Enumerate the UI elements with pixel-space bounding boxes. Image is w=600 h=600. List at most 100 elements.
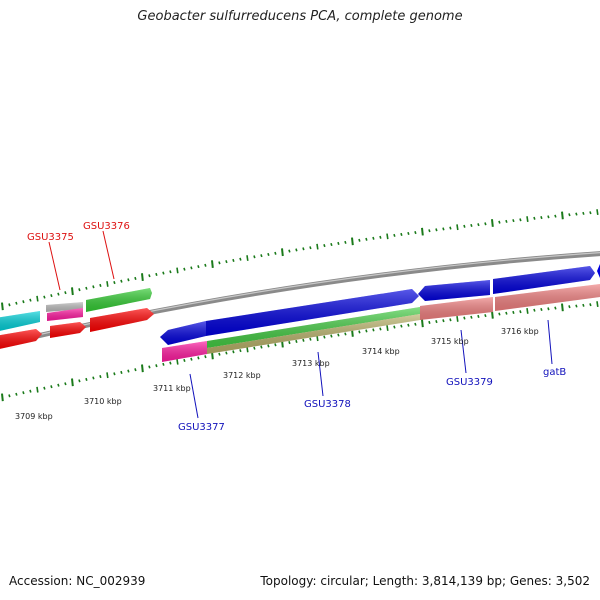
tick-mark <box>540 307 543 312</box>
tick-mark <box>148 274 151 278</box>
tick-mark <box>435 228 438 232</box>
gene-label-gsu3375[interactable]: GSU3375 <box>27 232 74 243</box>
tick-mark <box>491 310 494 319</box>
tick-mark <box>36 386 39 393</box>
tick-mark <box>323 244 326 248</box>
tick-mark <box>106 281 109 287</box>
tick-mark <box>323 335 326 339</box>
tick-mark <box>400 324 403 328</box>
tick-mark <box>330 334 333 338</box>
tick-mark <box>407 323 410 327</box>
gene-label-gatb[interactable]: gatB <box>543 367 566 378</box>
gene-gsu3376[interactable] <box>86 288 152 312</box>
gene-label-gsu3377[interactable]: GSU3377 <box>178 422 225 433</box>
tick-mark <box>414 231 417 235</box>
tick-mark <box>442 227 445 231</box>
tick-mark <box>8 394 11 398</box>
tick-mark <box>190 266 193 270</box>
tick-mark <box>197 356 200 360</box>
tick-mark <box>246 255 249 261</box>
tick-mark <box>484 222 487 226</box>
tick-mark <box>575 304 578 308</box>
tick-mark <box>449 226 452 230</box>
gene-label-gsu3376[interactable]: GSU3376 <box>83 221 130 232</box>
tick-mark <box>421 227 424 236</box>
tick-mark <box>127 278 130 282</box>
tick-mark <box>113 372 116 376</box>
gene-gsu3379[interactable] <box>420 297 493 320</box>
tick-mark <box>43 295 46 299</box>
gene-gsu3377[interactable] <box>162 341 207 362</box>
tick-mark <box>512 310 515 315</box>
tick-mark <box>589 211 592 215</box>
gene-gatb[interactable] <box>495 284 600 311</box>
gene-label-gsu3378[interactable]: GSU3378 <box>304 399 351 410</box>
tick-mark <box>351 237 354 246</box>
leader-gatb <box>547 319 553 365</box>
gene-label-gsu3379[interactable]: GSU3379 <box>446 377 493 388</box>
tick-mark <box>295 339 298 343</box>
tick-mark <box>260 254 263 258</box>
gene-blue-right-1[interactable] <box>418 280 490 301</box>
tick-mark <box>596 301 599 307</box>
leader-gsu3376 <box>102 230 115 280</box>
tick-mark <box>379 235 382 239</box>
tick-mark <box>78 288 81 292</box>
tick-mark <box>519 310 522 314</box>
tick-mark <box>589 303 592 307</box>
tick-mark <box>288 249 291 253</box>
tick-mark <box>169 270 172 274</box>
kbp-label-3716: 3716 kbp <box>501 327 539 336</box>
leader-gsu3378 <box>317 351 324 397</box>
gene-blue-long[interactable] <box>206 289 419 336</box>
tick-mark <box>477 314 480 318</box>
gene-red-mid[interactable] <box>50 322 86 338</box>
tick-mark <box>113 281 116 285</box>
tick-mark <box>344 240 347 244</box>
tick-mark <box>337 333 340 337</box>
gene-gsu3378-green[interactable] <box>207 307 420 348</box>
tick-mark <box>267 344 270 348</box>
tick-mark <box>330 242 333 247</box>
tick-mark <box>169 361 172 365</box>
tick-mark <box>197 265 200 269</box>
gene-gsu3378-olive[interactable] <box>207 314 420 354</box>
tick-mark <box>57 383 60 387</box>
tick-mark <box>211 260 214 268</box>
tick-mark <box>92 285 95 289</box>
tick-mark <box>533 216 536 220</box>
tick-mark <box>428 320 431 324</box>
gene-red-left[interactable] <box>0 329 42 350</box>
tick-mark <box>358 330 361 334</box>
tick-mark <box>309 246 312 250</box>
tick-mark <box>442 319 445 323</box>
tick-mark <box>29 389 32 393</box>
tick-mark <box>1 302 4 311</box>
tick-mark <box>554 214 557 218</box>
tick-mark <box>50 385 53 389</box>
tick-mark <box>274 343 277 347</box>
tick-mark <box>281 248 284 257</box>
tick-mark <box>519 218 522 222</box>
tick-mark <box>568 213 571 217</box>
kbp-label-3711: 3711 kbp <box>153 384 191 393</box>
leader-gsu3375 <box>48 241 61 291</box>
tick-mark <box>71 287 74 296</box>
tick-mark <box>582 211 585 215</box>
tick-mark <box>218 261 221 265</box>
tick-mark <box>344 332 347 336</box>
gene-gsu3375[interactable] <box>47 308 83 321</box>
gene-cyan[interactable] <box>0 311 40 332</box>
tick-mark <box>372 236 375 240</box>
gene-blue-right-2[interactable] <box>493 266 595 294</box>
gene-red-right[interactable] <box>90 308 154 332</box>
tick-mark <box>162 271 165 275</box>
tick-mark <box>568 305 571 309</box>
gene-blue-edge[interactable] <box>597 264 600 278</box>
tick-mark <box>582 303 585 307</box>
tick-mark <box>309 337 312 341</box>
tick-mark <box>393 325 396 329</box>
tick-mark <box>15 392 18 396</box>
gene-blue-small[interactable] <box>160 321 206 345</box>
